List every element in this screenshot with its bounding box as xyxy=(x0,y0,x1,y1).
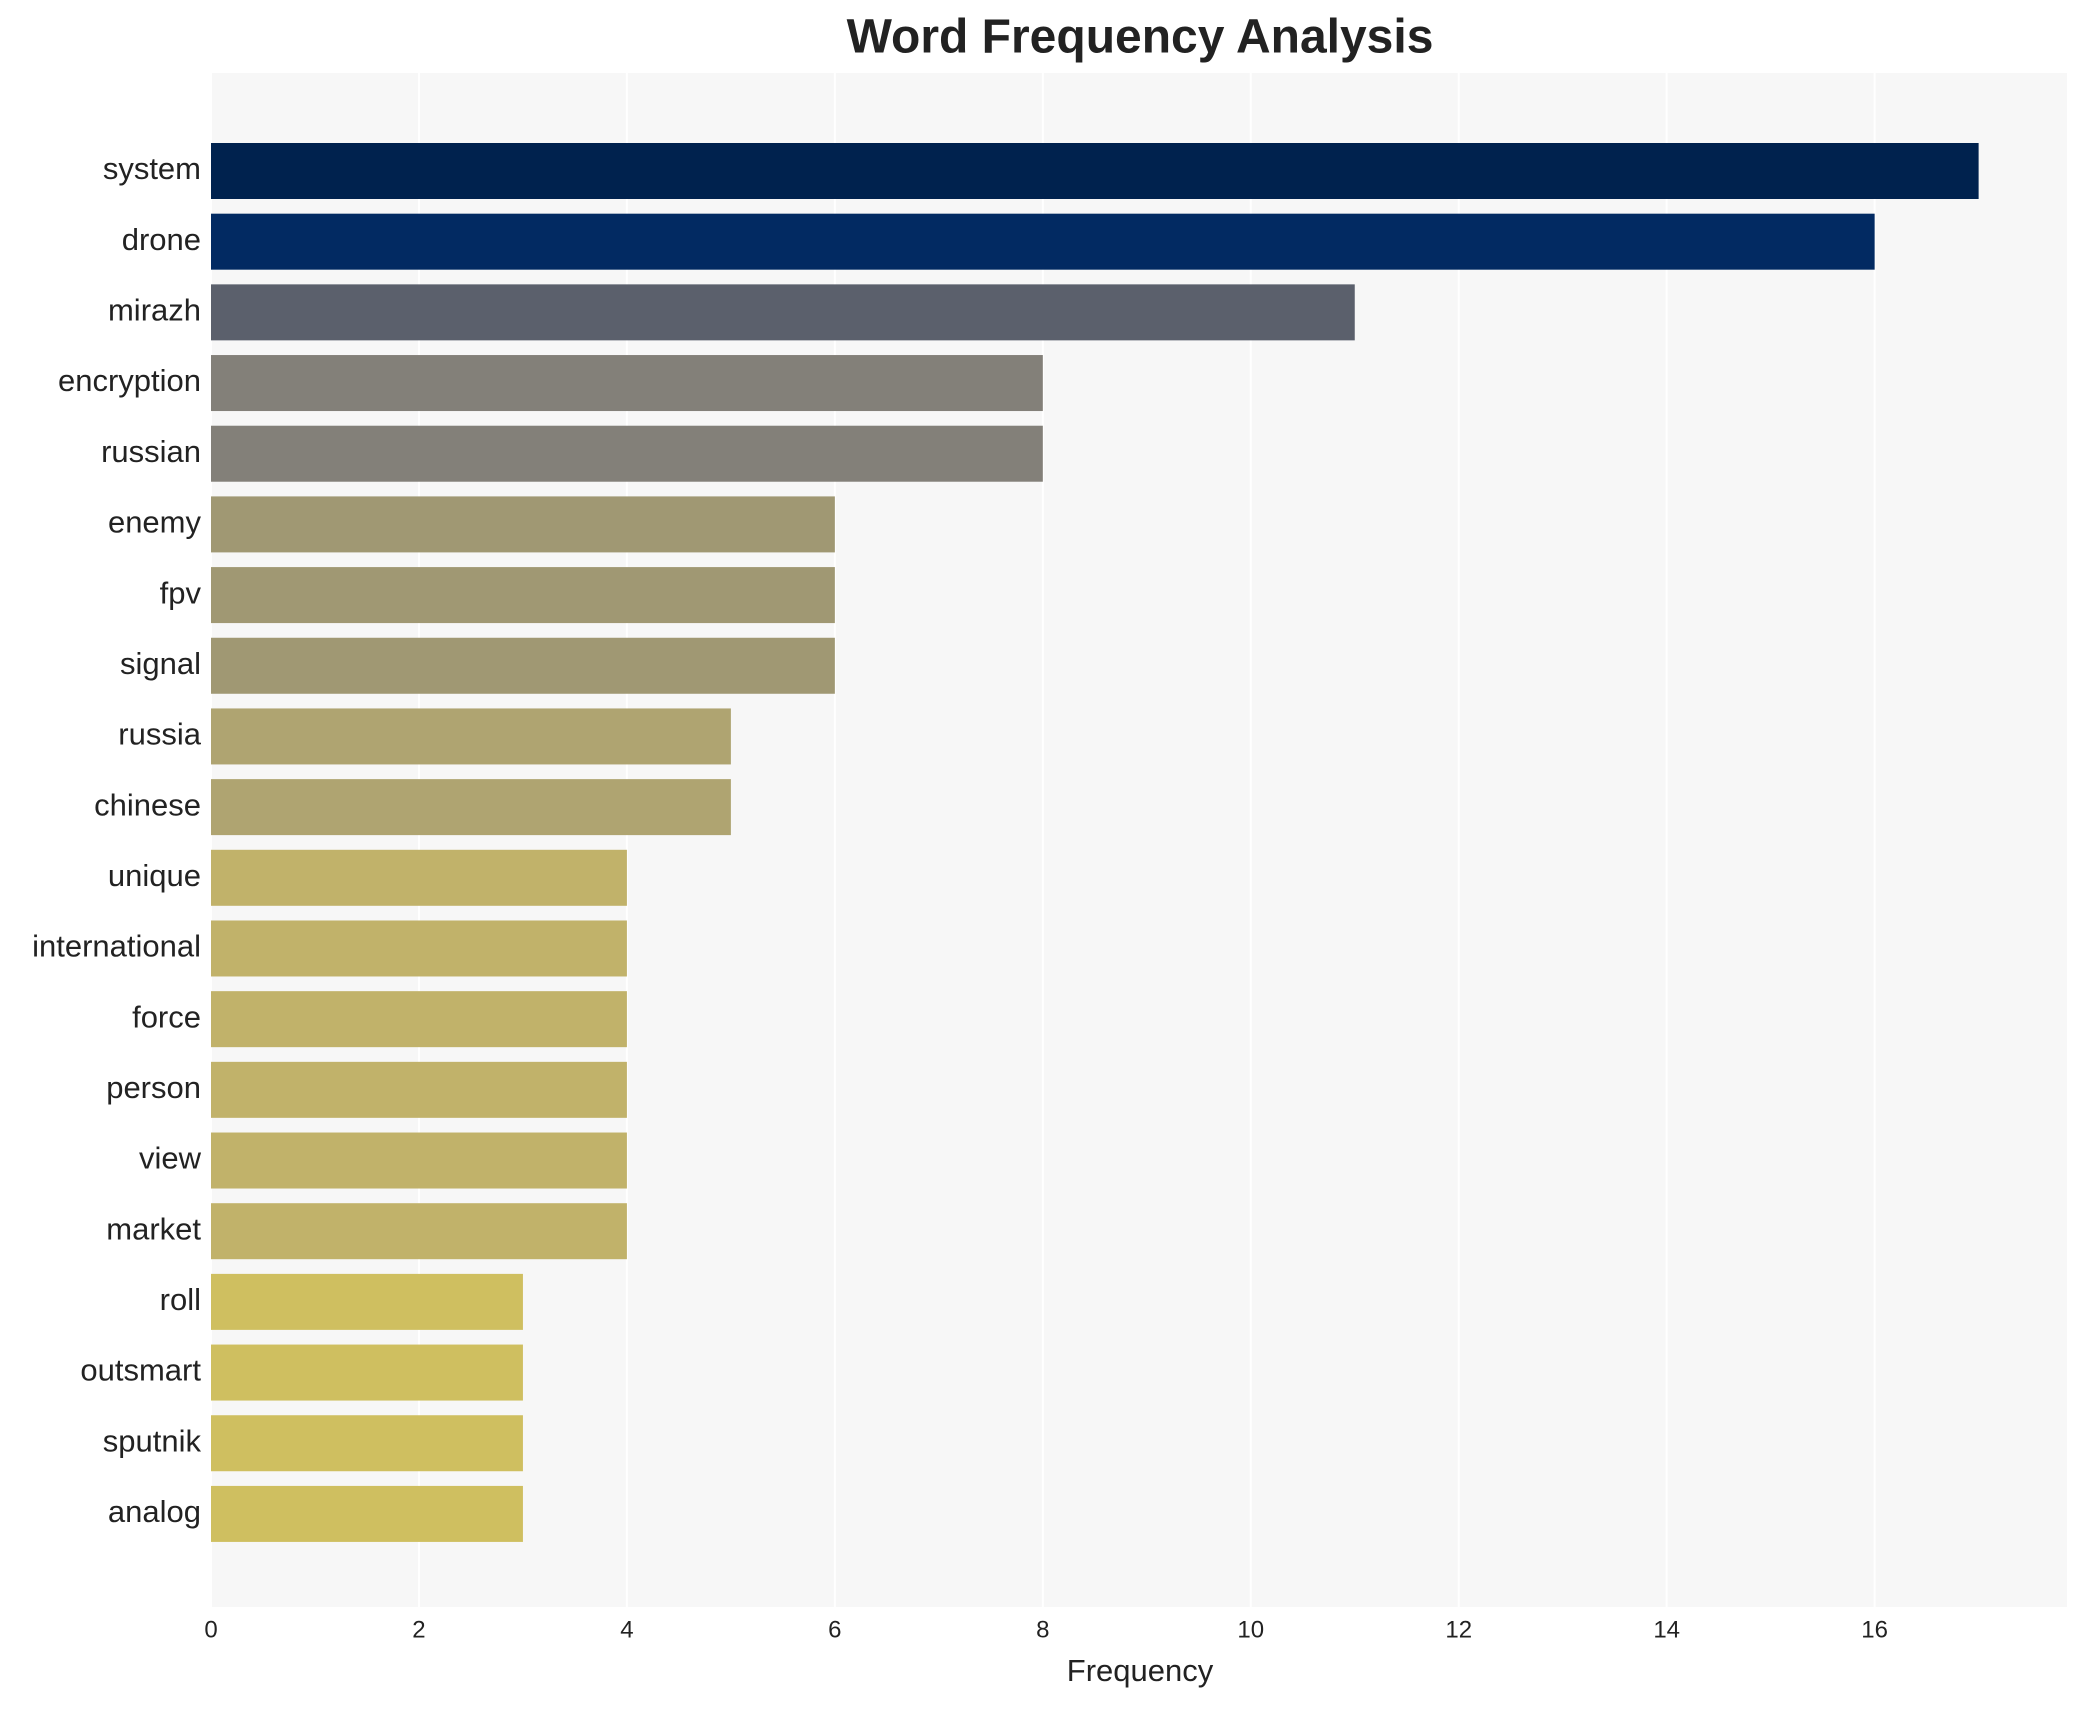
bar xyxy=(211,355,1043,412)
x-tick-label: 14 xyxy=(1653,1616,1680,1643)
x-tick-label: 10 xyxy=(1237,1616,1264,1643)
bar xyxy=(211,920,627,977)
bar xyxy=(211,567,835,624)
x-tick-label: 4 xyxy=(620,1616,633,1643)
y-tick-label: unique xyxy=(108,858,201,893)
bar xyxy=(211,779,731,836)
bar xyxy=(211,637,835,694)
bar xyxy=(211,1415,523,1472)
bar xyxy=(211,1273,523,1330)
y-tick-label: person xyxy=(106,1070,201,1105)
y-tick-label: signal xyxy=(120,646,201,681)
y-tick-label: encryption xyxy=(58,363,201,398)
x-tick-label: 16 xyxy=(1861,1616,1888,1643)
y-tick-label: analog xyxy=(108,1494,201,1529)
bar xyxy=(211,1132,627,1189)
bar xyxy=(211,496,835,553)
bar xyxy=(211,425,1043,482)
bar xyxy=(211,213,1875,270)
y-tick-label: outsmart xyxy=(80,1353,201,1388)
y-tick-label: russia xyxy=(118,717,201,752)
bar xyxy=(211,143,1979,199)
y-tick-label: system xyxy=(103,151,201,186)
bar xyxy=(211,991,627,1048)
y-tick-label: roll xyxy=(160,1282,201,1317)
y-tick-label: drone xyxy=(122,222,201,257)
y-tick-label: mirazh xyxy=(108,293,201,328)
bar xyxy=(211,1344,523,1401)
x-tick-label: 0 xyxy=(204,1616,217,1643)
x-tick-label: 12 xyxy=(1445,1616,1472,1643)
bar xyxy=(211,1061,627,1118)
x-axis-label: Frequency xyxy=(1067,1653,1214,1688)
bar xyxy=(211,1485,523,1542)
bar xyxy=(211,708,731,765)
y-tick-label: russian xyxy=(101,434,201,469)
y-tick-label: international xyxy=(32,929,201,964)
bar xyxy=(211,284,1355,341)
bar xyxy=(211,849,627,906)
x-tick-label: 2 xyxy=(412,1616,425,1643)
y-tick-label: sputnik xyxy=(103,1423,202,1458)
bar xyxy=(211,1203,627,1260)
y-tick-label: force xyxy=(132,999,201,1034)
y-tick-label: chinese xyxy=(94,787,201,822)
x-tick-label: 6 xyxy=(828,1616,841,1643)
x-tick-label: 8 xyxy=(1036,1616,1049,1643)
y-tick-label: market xyxy=(106,1211,201,1246)
chart-title: Word Frequency Analysis xyxy=(847,11,1434,64)
y-tick-label: enemy xyxy=(108,505,202,540)
y-tick-label: fpv xyxy=(160,575,202,610)
y-tick-label: view xyxy=(139,1141,202,1176)
